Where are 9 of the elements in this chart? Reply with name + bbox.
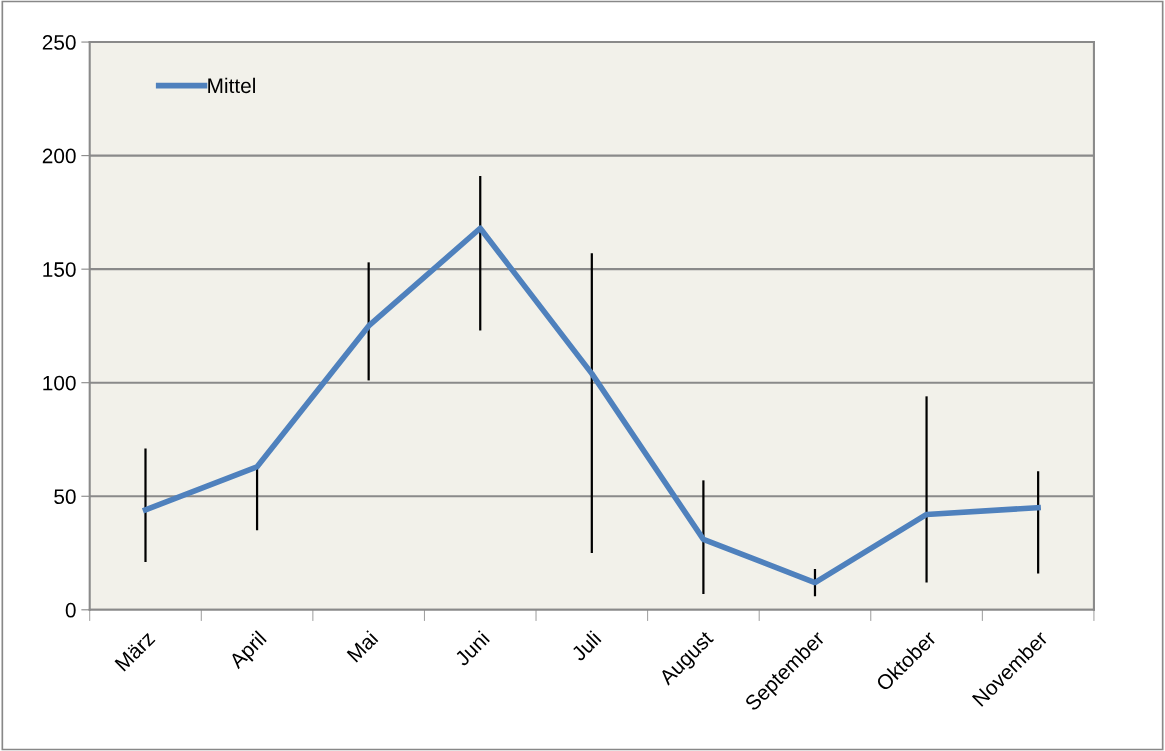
y-tick-label: 150 xyxy=(43,262,76,277)
y-tick-label: 100 xyxy=(43,375,76,391)
y-tick-label: 250 xyxy=(42,35,76,50)
x-tick-label: Mai xyxy=(346,630,379,663)
legend-label: Mittel xyxy=(208,77,255,94)
y-tick-label: 200 xyxy=(42,148,76,164)
y-tick-label: 0 xyxy=(65,602,76,618)
y-tick-label: 50 xyxy=(54,489,76,505)
x-tick-label: Juli xyxy=(569,630,602,662)
